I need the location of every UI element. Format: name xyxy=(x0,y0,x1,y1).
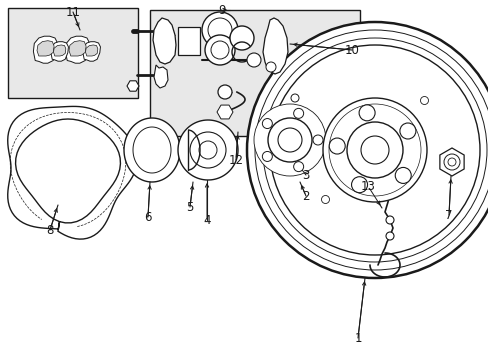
Circle shape xyxy=(293,162,303,172)
Circle shape xyxy=(346,122,402,178)
Bar xyxy=(150,10,359,136)
Circle shape xyxy=(267,118,311,162)
Circle shape xyxy=(351,177,367,193)
Text: 1: 1 xyxy=(353,332,361,345)
Text: 5: 5 xyxy=(186,201,193,213)
Circle shape xyxy=(269,45,479,255)
Circle shape xyxy=(358,105,374,121)
Circle shape xyxy=(385,216,393,224)
Circle shape xyxy=(246,53,261,67)
Polygon shape xyxy=(124,118,180,182)
Circle shape xyxy=(247,98,331,182)
Circle shape xyxy=(253,104,325,176)
Polygon shape xyxy=(263,18,287,74)
Polygon shape xyxy=(53,45,66,56)
Circle shape xyxy=(399,123,415,139)
Circle shape xyxy=(328,104,420,196)
Circle shape xyxy=(323,98,426,202)
Circle shape xyxy=(420,96,427,104)
Polygon shape xyxy=(8,107,137,239)
Polygon shape xyxy=(153,18,176,64)
Circle shape xyxy=(199,141,217,159)
Circle shape xyxy=(229,26,253,50)
Polygon shape xyxy=(37,41,54,56)
Text: 6: 6 xyxy=(144,211,151,224)
Circle shape xyxy=(254,30,488,270)
Polygon shape xyxy=(33,36,58,63)
Circle shape xyxy=(447,158,455,166)
Circle shape xyxy=(328,138,345,154)
Polygon shape xyxy=(51,42,68,61)
Polygon shape xyxy=(127,81,139,91)
Circle shape xyxy=(278,128,302,152)
Circle shape xyxy=(265,62,275,72)
Circle shape xyxy=(443,154,459,170)
Bar xyxy=(178,27,200,55)
Circle shape xyxy=(262,118,272,129)
Circle shape xyxy=(202,12,238,48)
Text: 9: 9 xyxy=(218,4,225,17)
Text: 3: 3 xyxy=(302,168,309,181)
Circle shape xyxy=(360,136,388,164)
Polygon shape xyxy=(83,42,100,61)
Polygon shape xyxy=(154,65,168,88)
Text: 10: 10 xyxy=(344,44,359,57)
Polygon shape xyxy=(69,41,86,56)
Circle shape xyxy=(190,132,225,168)
Circle shape xyxy=(290,94,298,102)
Circle shape xyxy=(321,195,329,203)
Polygon shape xyxy=(133,127,171,173)
Text: 13: 13 xyxy=(360,180,375,193)
Text: 12: 12 xyxy=(228,153,243,166)
Circle shape xyxy=(207,18,231,42)
Circle shape xyxy=(385,232,393,240)
Circle shape xyxy=(293,108,303,118)
Circle shape xyxy=(218,85,231,99)
Text: 11: 11 xyxy=(65,5,81,18)
Circle shape xyxy=(263,38,486,262)
Text: 4: 4 xyxy=(203,213,210,226)
Bar xyxy=(8,8,138,98)
Circle shape xyxy=(394,167,410,184)
Circle shape xyxy=(262,152,272,161)
Polygon shape xyxy=(439,148,463,176)
Polygon shape xyxy=(217,105,232,119)
Polygon shape xyxy=(178,120,238,180)
Polygon shape xyxy=(65,36,89,63)
Circle shape xyxy=(246,22,488,278)
Circle shape xyxy=(204,35,235,65)
Circle shape xyxy=(312,135,323,145)
Text: 7: 7 xyxy=(445,208,452,221)
Polygon shape xyxy=(85,45,98,56)
Circle shape xyxy=(210,41,228,59)
Text: 8: 8 xyxy=(46,224,54,237)
Text: 2: 2 xyxy=(302,189,309,202)
